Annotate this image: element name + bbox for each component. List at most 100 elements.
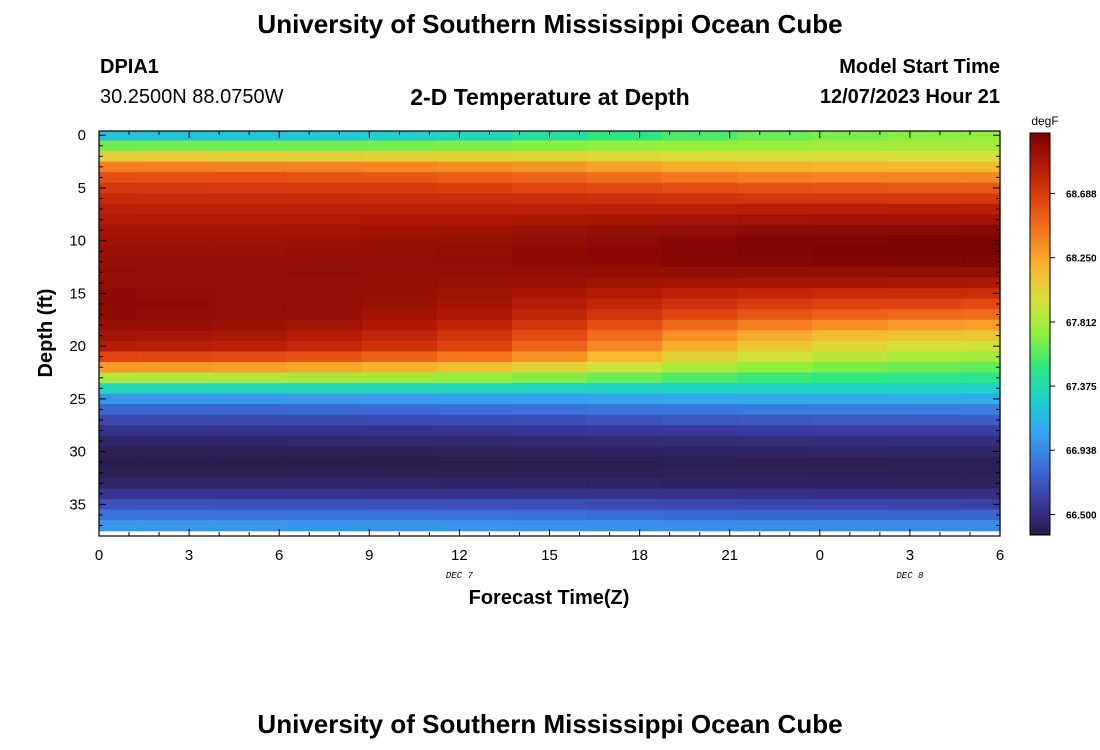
heatmap-cell bbox=[812, 288, 888, 300]
heatmap-cell bbox=[211, 477, 288, 490]
plot-title: 2-D Temperature at Depth bbox=[410, 84, 690, 110]
heatmap-cell bbox=[436, 361, 513, 374]
heatmap-cell bbox=[662, 235, 738, 247]
heatmap-cell bbox=[887, 277, 964, 289]
heatmap-cell bbox=[887, 330, 964, 342]
heatmap-cell bbox=[361, 151, 438, 163]
heatmap-cell bbox=[136, 245, 213, 258]
heatmap-cell bbox=[511, 351, 588, 363]
colorbar-unit: degF bbox=[1031, 114, 1058, 128]
heatmap-cell bbox=[361, 309, 438, 321]
heatmap-cell bbox=[436, 477, 513, 490]
heatmap-cell bbox=[136, 319, 213, 331]
heatmap-cell bbox=[211, 256, 288, 268]
heatmap-cell bbox=[662, 245, 738, 258]
heatmap-cell bbox=[887, 383, 964, 395]
heatmap-cell bbox=[286, 361, 363, 374]
heatmap-cell bbox=[286, 151, 363, 163]
heatmap-cell bbox=[587, 509, 663, 521]
heatmap-cell bbox=[99, 235, 138, 247]
heatmap-cell bbox=[587, 330, 663, 342]
heatmap-cell bbox=[361, 372, 438, 384]
heatmap-cell bbox=[136, 425, 213, 437]
heatmap-cell bbox=[136, 499, 213, 511]
heatmap-cell bbox=[587, 267, 663, 279]
heatmap-cell bbox=[812, 404, 888, 416]
heatmap-cell bbox=[136, 214, 213, 226]
heatmap-cell bbox=[436, 267, 513, 279]
heatmap-cell bbox=[737, 151, 813, 163]
heatmap-cell bbox=[211, 182, 288, 194]
heatmap-cell bbox=[812, 182, 888, 194]
heatmap-cell bbox=[812, 224, 888, 237]
heatmap-cell bbox=[211, 330, 288, 342]
heatmap-cell bbox=[286, 309, 363, 321]
heatmap-cell bbox=[962, 140, 1001, 152]
heatmap-cell bbox=[587, 499, 663, 511]
heatmap-cell bbox=[737, 488, 813, 500]
heatmap-cell bbox=[812, 140, 888, 152]
heatmap-cell bbox=[511, 214, 588, 226]
heatmap-cell bbox=[136, 203, 213, 215]
y-tick-label: 20 bbox=[69, 338, 86, 355]
heatmap-cell bbox=[511, 319, 588, 331]
heatmap-cell bbox=[511, 256, 588, 268]
heatmap-cell bbox=[286, 161, 363, 173]
heatmap-cell bbox=[587, 383, 663, 395]
heatmap-cell bbox=[962, 351, 1001, 363]
heatmap-cell bbox=[99, 298, 138, 310]
heatmap-cell bbox=[211, 319, 288, 331]
heatmap-cell bbox=[286, 404, 363, 416]
heatmap-cell bbox=[136, 340, 213, 353]
heatmap-cell bbox=[361, 435, 438, 447]
heatmap-cell bbox=[99, 182, 138, 194]
heatmap-cell bbox=[812, 267, 888, 279]
heatmap-cell bbox=[662, 446, 738, 458]
heatmap-cell bbox=[737, 309, 813, 321]
heatmap-cell bbox=[587, 425, 663, 437]
heatmap-cell bbox=[887, 446, 964, 458]
heatmap-cell bbox=[286, 256, 363, 268]
heatmap-cell bbox=[211, 351, 288, 363]
heatmap-cell bbox=[662, 414, 738, 426]
heatmap-cell bbox=[286, 425, 363, 437]
heatmap-cell bbox=[361, 467, 438, 479]
heatmap-cell bbox=[662, 372, 738, 384]
x-tick-label: 3 bbox=[185, 547, 193, 564]
heatmap-cell bbox=[211, 277, 288, 289]
heatmap-cell bbox=[887, 256, 964, 268]
heatmap-cell bbox=[812, 319, 888, 331]
heatmap-cell bbox=[737, 172, 813, 184]
heatmap-cell bbox=[99, 456, 138, 469]
heatmap-cell bbox=[436, 214, 513, 226]
heatmap-cell bbox=[962, 235, 1001, 247]
day-label: DEC 8 bbox=[896, 571, 924, 581]
heatmap-cell bbox=[587, 393, 663, 405]
heatmap-cell bbox=[887, 340, 964, 353]
heatmap-cell bbox=[587, 140, 663, 152]
heatmap-cell bbox=[211, 203, 288, 215]
heatmap-cell bbox=[737, 383, 813, 395]
heatmap-cell bbox=[286, 182, 363, 194]
heatmap-cell bbox=[587, 477, 663, 490]
heatmap-cell bbox=[812, 383, 888, 395]
heatmap-cell bbox=[587, 404, 663, 416]
heatmap-cell bbox=[812, 330, 888, 342]
heatmap-cell bbox=[286, 509, 363, 521]
heatmap-cell bbox=[887, 425, 964, 437]
heatmap-cell bbox=[737, 435, 813, 447]
heatmap-cell bbox=[587, 372, 663, 384]
heatmap-cell bbox=[211, 131, 288, 142]
heatmap-cell bbox=[136, 488, 213, 500]
heatmap-cell bbox=[286, 435, 363, 447]
model-start-time: 12/07/2023 Hour 21 bbox=[819, 86, 1000, 108]
heatmap-cell bbox=[511, 488, 588, 500]
heatmap-cell bbox=[361, 214, 438, 226]
heatmap-cell bbox=[361, 446, 438, 458]
heatmap-cell bbox=[211, 288, 288, 300]
heatmap-cell bbox=[887, 414, 964, 426]
heatmap-cell bbox=[211, 520, 288, 532]
heatmap-cell bbox=[211, 509, 288, 521]
heatmap-cell bbox=[737, 256, 813, 268]
heatmap-cell bbox=[962, 509, 1001, 521]
